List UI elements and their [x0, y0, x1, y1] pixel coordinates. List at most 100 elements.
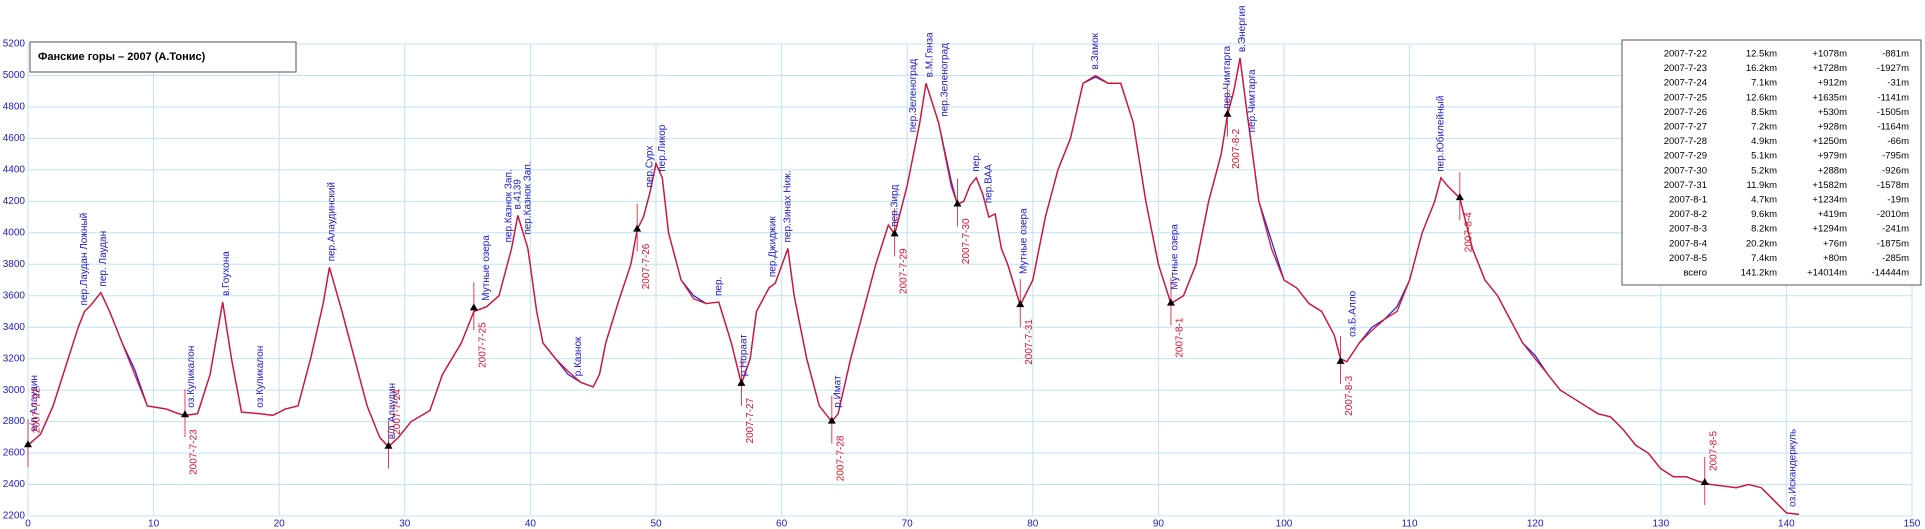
day-marker [181, 410, 189, 418]
day-label: 2007-7-30 [961, 218, 972, 264]
table-cell: +1728m [1812, 63, 1847, 74]
lines [27, 58, 1800, 516]
place-label: пер.Юбилейный [1435, 96, 1447, 172]
table-cell: 2007-8-4 [1669, 238, 1707, 249]
table-cell: -19m [1887, 195, 1909, 206]
table-cell: 2007-7-23 [1664, 63, 1707, 74]
table-cell: +1582m [1812, 180, 1847, 191]
table-cell: 4.7km [1751, 195, 1777, 206]
table-cell: +80m [1823, 253, 1847, 264]
place-label: р.Имат [833, 375, 844, 408]
place-label: Мутные озера [481, 235, 492, 301]
table-cell: +912m [1818, 78, 1847, 89]
table-cell: +419m [1818, 209, 1847, 220]
summary-box [1621, 39, 1922, 286]
day-marker [1455, 193, 1464, 201]
place-label: пер.Чимтарга [1222, 45, 1233, 108]
x-tick-label: 130 [1652, 519, 1669, 529]
day-label: 2007-7-28 [835, 435, 846, 481]
x-tick-label: 150 [1904, 519, 1921, 529]
place-label: в/л Алаудин [29, 375, 40, 431]
table-cell: 7.2km [1751, 122, 1777, 133]
table-cell: +1635m [1812, 92, 1847, 103]
table-cell: 2007-7-26 [1664, 107, 1707, 118]
place-label: в.Замок [1090, 32, 1101, 69]
table-cell: -1875m [1877, 238, 1909, 249]
x-tick-label: 60 [776, 519, 788, 529]
place-label: пер. [971, 152, 982, 171]
table-cell: +1250m [1812, 136, 1847, 147]
place-label: оз.Искандеркуль [1787, 429, 1798, 507]
day-marker [1700, 477, 1709, 485]
summary-table: 2007-7-22 12.5km +1078m -881m 2007-7-23 16.2k… [1664, 49, 1909, 279]
y-tick-label: 4400 [3, 165, 26, 176]
table-cell: -926m [1882, 165, 1909, 176]
table-cell: 2007-8-1 [1669, 195, 1707, 206]
y-tick-label: 3600 [3, 290, 26, 301]
table-cell: 4.9km [1751, 136, 1777, 147]
table-cell: 5.1km [1751, 151, 1777, 162]
table-cell: 12.6km [1746, 92, 1777, 103]
day-marker [24, 440, 32, 448]
place-label: Мутные озера [1019, 208, 1030, 274]
table-cell: +76m [1823, 238, 1847, 249]
y-tick-label: 5000 [3, 70, 26, 81]
y-tick-label: 3400 [3, 322, 26, 333]
table-cell: +1294m [1812, 224, 1847, 235]
day-marker [827, 416, 836, 424]
y-tick-label: 3800 [3, 259, 26, 270]
x-tick-label: 30 [399, 519, 411, 529]
table-cell: 2007-7-29 [1664, 151, 1707, 162]
day-marker [1336, 356, 1345, 364]
place-label: Мутные озера [1169, 224, 1180, 290]
day-label: 2007-7-25 [478, 322, 489, 368]
x-tick-label: 70 [902, 519, 914, 529]
table-cell: -285m [1882, 253, 1909, 264]
table-cell: 2007-7-30 [1664, 165, 1707, 176]
x-tick-label: 10 [148, 519, 160, 529]
annotations: в/л Алаудин пер.Лаудан Ложный пер. Лаудан о… [24, 6, 1798, 507]
place-label: пер.Джиджик [767, 216, 778, 277]
place-label: р.Казнок [573, 336, 584, 376]
place-label: пер.Зирд [889, 185, 900, 227]
table-cell: 16.2km [1746, 63, 1777, 74]
day-marker [633, 224, 642, 232]
table-cell: -1927m [1877, 63, 1909, 74]
table-cell: -1164m [1877, 122, 1909, 133]
table-cell: 20.2km [1746, 238, 1777, 249]
place-label: пер. Лаудан [98, 231, 109, 287]
place-label: оз.Куликалон [186, 346, 197, 408]
grid: 2200 2400 2600 2800 3000 3200 3400 3600 3800 4000… [3, 39, 1921, 529]
place-label: пер.ВАА [983, 164, 994, 203]
y-tick-label: 2400 [3, 479, 26, 490]
table-cell: +1234m [1812, 195, 1847, 206]
day-marker [953, 199, 962, 207]
table-cell: +288m [1818, 165, 1847, 176]
x-tick-label: 120 [1527, 519, 1544, 529]
day-label: 2007-7-27 [745, 397, 756, 443]
table-cell: +530m [1818, 107, 1847, 118]
place-label: пер.Ликор [657, 124, 668, 172]
y-tick-label: 2800 [3, 416, 26, 427]
day-label: 2007-8-5 [1708, 430, 1719, 470]
day-marker [469, 303, 478, 311]
chart-title: Фанские горы – 2007 (А.Тонис) [38, 51, 206, 63]
table-cell: -1505m [1877, 107, 1909, 118]
profile-line [27, 58, 1800, 516]
table-cell: 2007-8-2 [1669, 209, 1707, 220]
table-cell: 2007-7-25 [1664, 92, 1707, 103]
day-label: 2007-8-4 [1463, 212, 1474, 252]
x-tick-label: 80 [1027, 519, 1039, 529]
table-cell: +979m [1818, 151, 1847, 162]
place-label: оз.Куликалон [255, 346, 266, 408]
day-marker [1223, 109, 1232, 117]
day-label: 2007-7-24 [392, 389, 403, 435]
place-label: в.М.Гянза [924, 32, 935, 77]
table-cell: 11.9km [1747, 180, 1778, 191]
place-label: пер.Зеленоград [940, 43, 951, 117]
y-tick-label: 2600 [3, 448, 26, 459]
table-cell: 141.2km [1741, 268, 1778, 279]
table-cell: 5.2km [1751, 165, 1777, 176]
y-tick-label: 3000 [3, 385, 26, 396]
